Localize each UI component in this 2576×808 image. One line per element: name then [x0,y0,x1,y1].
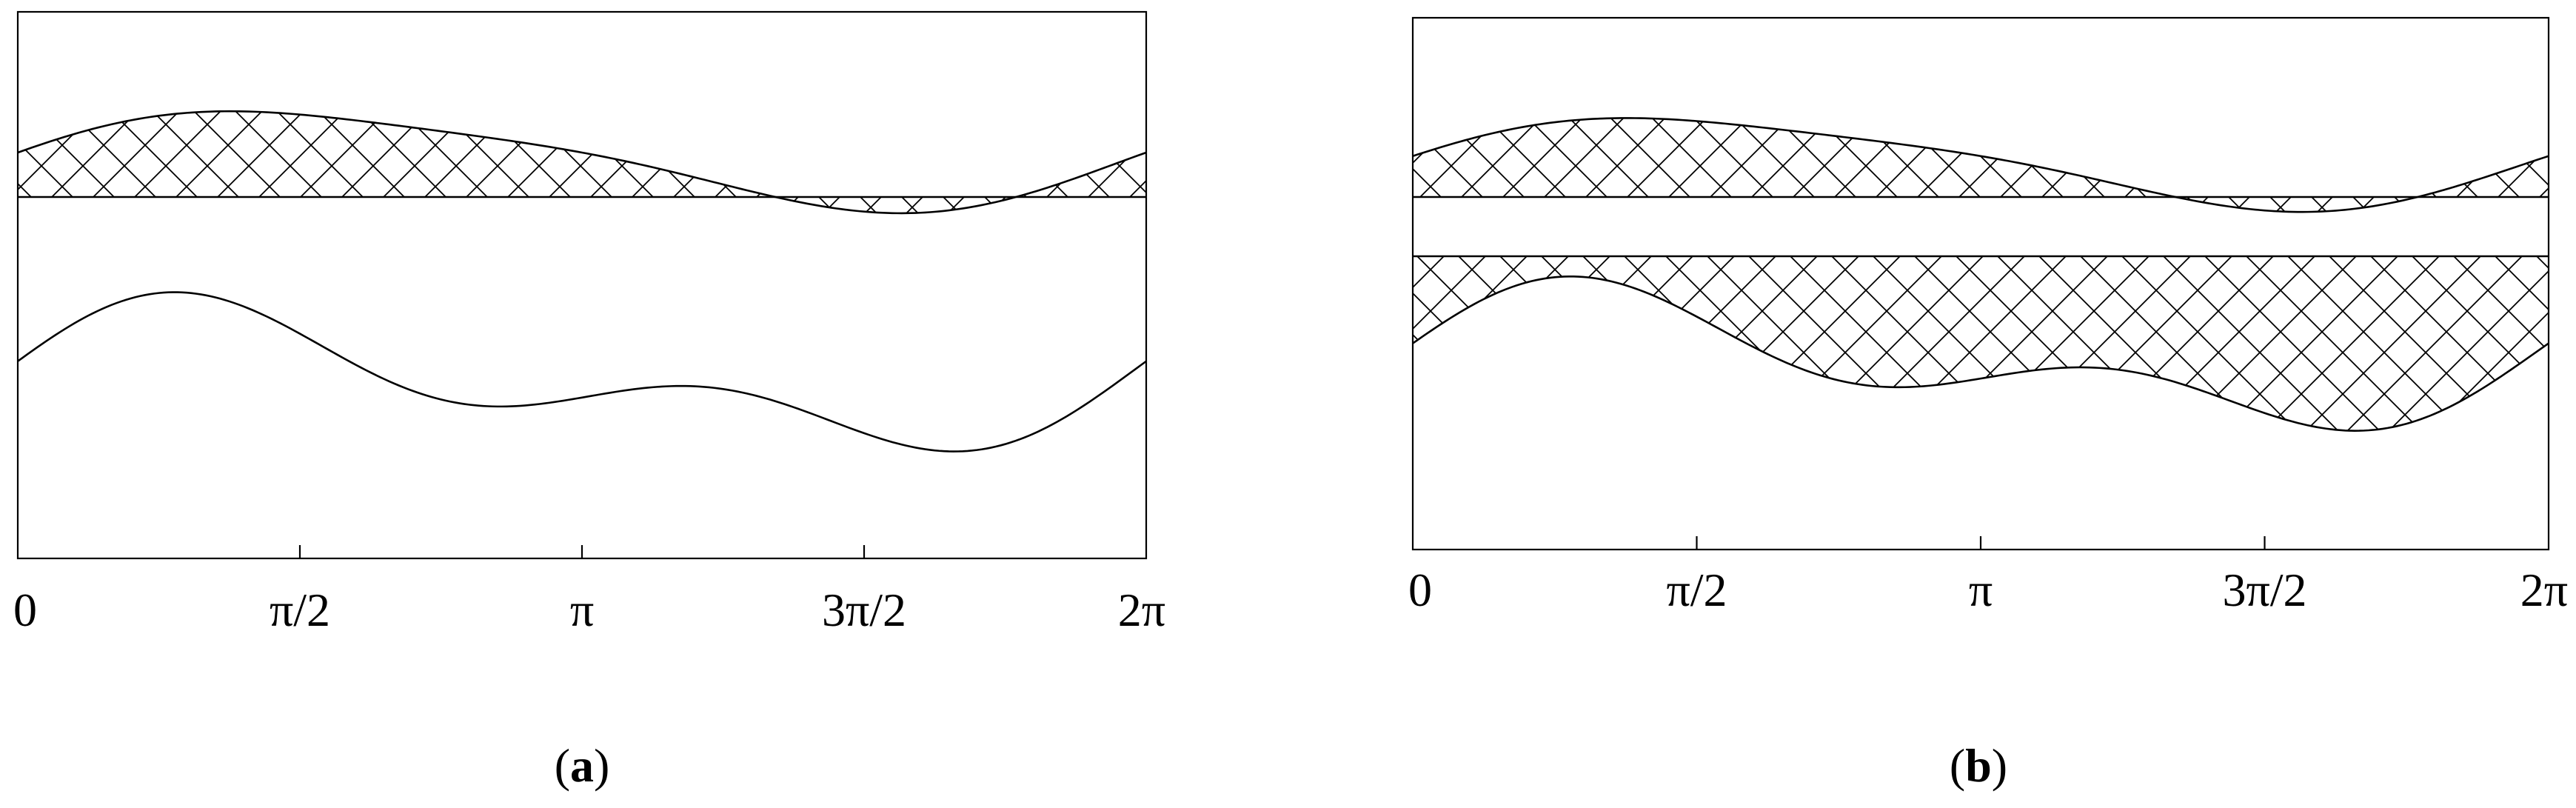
panel-b-x-ticks [1696,536,2266,550]
panel-a-x-tick-label: 2π [1118,584,1165,636]
panel-b-upper-curve [1413,117,2549,213]
panel-a-x-tick-label: 3π/2 [822,584,906,636]
panel-a-upper-curve [18,110,1146,215]
panel-a-caption: (a) [555,739,610,792]
panel-b-x-tick-label: 3π/2 [2222,564,2306,616]
panel-b-x-tick-label: 0 [1408,564,1432,616]
panel-a-x-tick-label: π/2 [270,584,330,636]
panel-a-x-tick-label: π [570,584,594,636]
panel-b-caption: (b) [1950,739,2007,792]
panel-b-x-tick-labels: 0 π/2 π 3π/2 2π [1408,564,2568,616]
panel-b: 0 π/2 π 3π/2 2π (b) [1408,16,2568,792]
panel-a-x-tick-labels: 0 π/2 π 3π/2 2π [13,584,1165,636]
panel-b-upper-hatched-band [1413,118,2549,213]
panel-a-upper-hatched-band [18,111,1146,213]
panel-a-x-tick-label: 0 [13,584,37,636]
panel-b-x-tick-label: 2π [2520,564,2568,616]
panel-b-lower-hatched-band [1413,256,2549,431]
panel-a-x-ticks [298,545,866,558]
panel-b-lower-curve [1413,275,2549,432]
panel-b-x-tick-label: π [1969,564,1993,616]
panel-a: 0 π/2 π 3π/2 2π (a) [13,10,1165,792]
panel-a-frame [16,10,1148,560]
panel-a-lower-curve [18,291,1146,453]
panel-b-x-tick-label: π/2 [1666,564,1727,616]
